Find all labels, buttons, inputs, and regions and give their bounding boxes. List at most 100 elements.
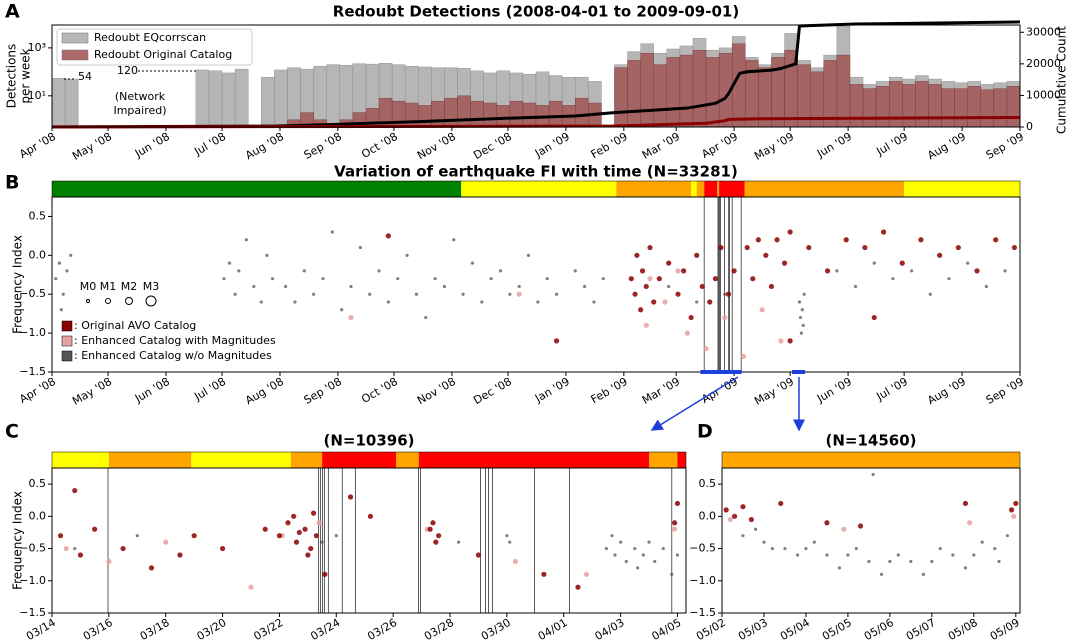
data-point: [348, 314, 354, 321]
data-point: [930, 559, 934, 564]
y-axis-label: Frequency Index: [11, 491, 25, 590]
x-tick-label: Apr '08: [17, 375, 58, 406]
x-tick-label: 03/30: [479, 616, 513, 643]
data-point: [647, 540, 651, 544]
chart-title: Redoubt Detections (2008-04-01 to 2009-0…: [333, 3, 739, 21]
data-point: [639, 268, 646, 274]
bar: [928, 84, 942, 128]
data-point: [583, 571, 590, 577]
data-point: [120, 545, 126, 552]
bar: [679, 54, 694, 128]
data-point: [787, 229, 793, 235]
data-point: [824, 268, 831, 274]
data-point: [955, 244, 961, 251]
alert-level: [649, 452, 678, 468]
bar: [627, 60, 641, 128]
data-point: [699, 283, 705, 290]
data-point: [880, 229, 887, 235]
data-point: [433, 539, 439, 545]
data-point: [1003, 269, 1007, 273]
x-tick-label: Sep '08: [302, 130, 344, 162]
data-point: [57, 261, 62, 265]
y-tick-label: 0.0: [699, 509, 717, 522]
data-point: [270, 277, 275, 281]
x-tick-label: Aug '08: [243, 130, 286, 162]
data-point: [628, 276, 634, 282]
y2-tick-label: 10000: [1026, 88, 1061, 101]
bar: [941, 88, 955, 128]
x-tick-label: May '09: [752, 375, 796, 408]
y-tick-label: −0.5: [19, 287, 46, 300]
data-point: [302, 269, 306, 273]
data-point: [480, 300, 484, 304]
data-point: [163, 539, 169, 545]
data-point: [461, 292, 465, 296]
data-point: [694, 252, 700, 258]
data-point: [651, 299, 657, 305]
data-point: [951, 553, 955, 557]
plot-frame: [51, 24, 1021, 128]
data-point: [636, 566, 640, 570]
data-point: [778, 338, 784, 344]
data-point: [744, 244, 750, 251]
y2-tick-label: 0: [1026, 120, 1033, 133]
x-tick-label: Oct '08: [359, 375, 400, 406]
data-point: [452, 238, 456, 242]
y-tick-label: 0.0: [29, 509, 47, 522]
data-point: [888, 559, 892, 564]
bar: [326, 64, 340, 128]
data-point: [259, 300, 263, 304]
x-tick-label: Apr '09: [699, 130, 740, 161]
data-point: [573, 269, 577, 273]
data-point: [634, 252, 640, 258]
data-point: [347, 494, 354, 500]
y-tick-label: −0.5: [19, 542, 46, 555]
data-point: [367, 513, 374, 519]
alert-level: [904, 181, 1020, 197]
data-point: [508, 540, 512, 544]
data-point: [316, 520, 322, 526]
x-tick-label: Mar '09: [640, 130, 682, 162]
y-tick-label: 10¹: [28, 89, 46, 102]
y2-axis-label: Cumulative Count: [1055, 26, 1069, 134]
data-point: [731, 268, 737, 274]
x-tick-label: 04/03: [593, 616, 627, 643]
x-tick-label: Apr '08: [17, 130, 58, 161]
data-point: [334, 534, 338, 538]
bar: [522, 102, 537, 128]
data-point: [385, 233, 391, 239]
x-tick-label: Jan '09: [532, 375, 572, 406]
data-point: [610, 534, 614, 538]
data-point: [662, 299, 668, 305]
data-point: [613, 553, 617, 557]
alert-level: [722, 452, 1020, 468]
data-point: [740, 353, 747, 360]
data-point: [723, 292, 727, 296]
bar: [967, 86, 981, 128]
x-tick-label: Mar '09: [640, 375, 682, 407]
bar: [444, 97, 458, 128]
panel-label: D: [697, 421, 713, 443]
alert-level: [108, 452, 192, 468]
annotation: Impaired): [113, 104, 166, 117]
x-tick-label: Aug '09: [925, 130, 968, 162]
legend-label: : Original AVO Catalog: [74, 319, 196, 332]
alert-level: [744, 181, 905, 197]
x-tick-label: 03/16: [81, 616, 115, 643]
x-tick-label: 03/26: [365, 616, 399, 643]
x-tick-label: Dec '08: [471, 130, 514, 162]
data-point: [73, 546, 77, 551]
data-point: [798, 315, 803, 320]
x-tick-label: Sep '09: [984, 130, 1026, 162]
data-point: [177, 552, 183, 558]
legend-label: : Enhanced Catalog with Magnitudes: [74, 334, 276, 347]
data-point: [661, 546, 665, 551]
data-point: [436, 533, 442, 539]
data-point: [321, 277, 325, 281]
data-point: [741, 534, 745, 538]
x-tick-label: May '08: [70, 130, 114, 163]
alert-level: [418, 452, 650, 468]
data-point: [763, 252, 769, 258]
bar: [339, 64, 354, 128]
size-legend-label: M3: [143, 280, 160, 293]
